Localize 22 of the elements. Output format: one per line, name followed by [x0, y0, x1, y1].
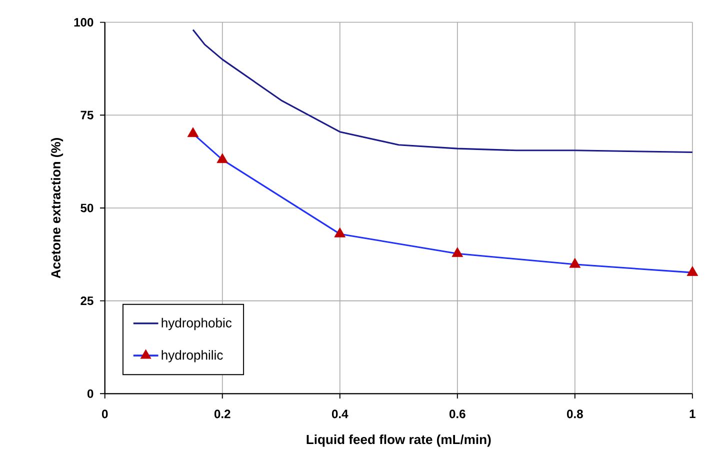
y-tick-label: 25 — [80, 296, 94, 305]
legend-label: hydrophobic — [162, 318, 232, 330]
y-tick-label: 100 — [74, 18, 94, 26]
x-tick-label: 0.8 — [567, 409, 583, 418]
legend-label: hydrophilic — [162, 350, 223, 362]
x-tick-label: 0 — [102, 409, 108, 418]
x-tick-label: 0.6 — [449, 409, 466, 418]
point — [569, 258, 581, 268]
x-tick-label: 0.2 — [214, 409, 230, 418]
point — [187, 127, 199, 137]
y-tick-label: 50 — [80, 204, 94, 212]
y-tick-label: 0 — [87, 389, 94, 398]
y-axis-title: Acetone extraction (%) — [50, 138, 64, 278]
point — [452, 246, 464, 257]
x-tick-label: 1 — [690, 409, 696, 418]
y-tick-label: 75 — [80, 110, 94, 120]
x-axis-title: Liquid feed flow rate (mL/min) — [306, 434, 491, 447]
point — [334, 227, 346, 238]
x-tick-label: 0.4 — [332, 409, 348, 418]
line-series — [192, 28, 694, 153]
point — [686, 266, 698, 276]
point — [216, 153, 228, 163]
